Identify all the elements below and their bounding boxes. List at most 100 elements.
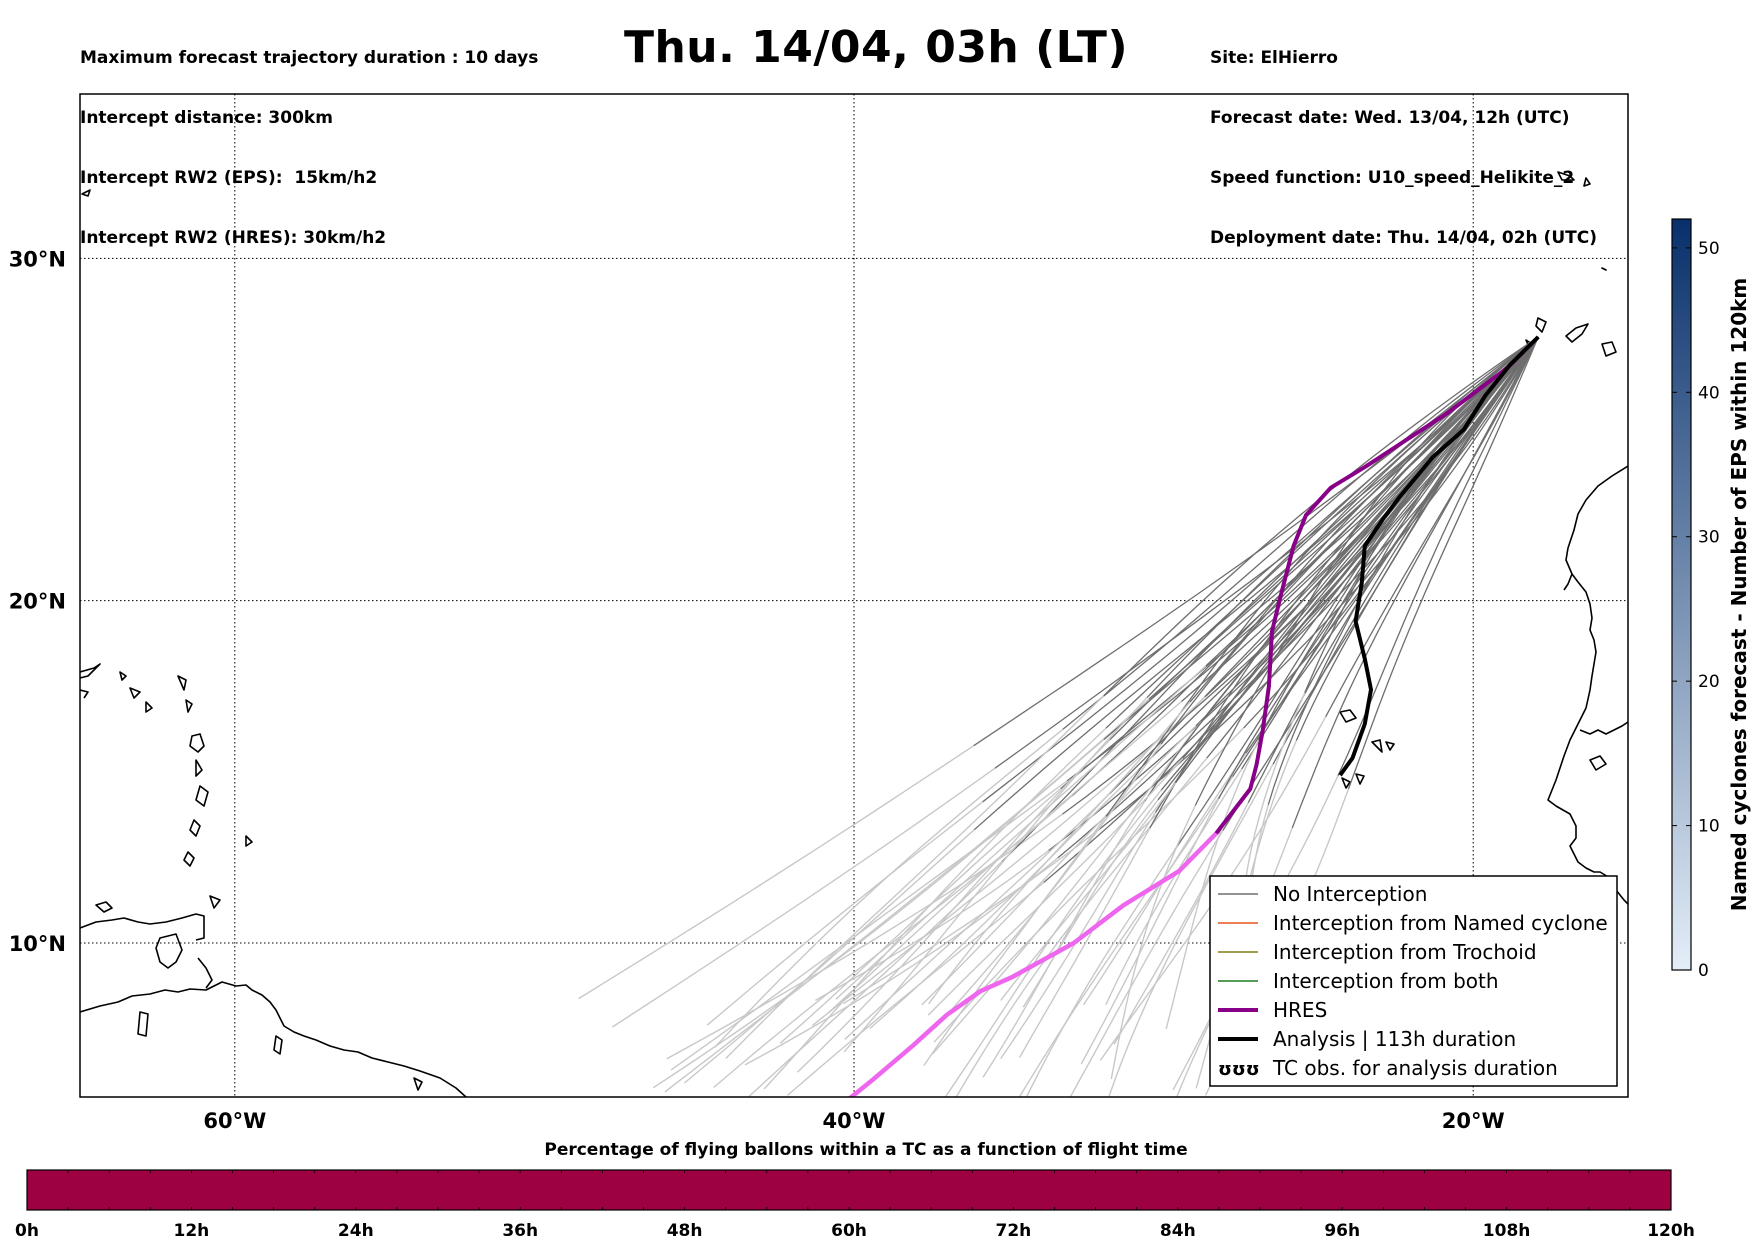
lat-tick-label: 10°N [9,932,66,956]
map-grid [80,94,1628,1097]
coastline-guyana [197,957,213,989]
eps-trajectory-near [1291,336,1539,829]
eps-trajectory-far [612,767,996,1028]
island-small [273,1035,283,1055]
eps-trajectory-far [835,665,1207,1000]
bottom-bar-tick-label: 108h [1483,1221,1531,1241]
bottom-bar-tick-label: 12h [174,1221,210,1241]
eps-trajectory-far [1018,827,1151,1058]
colorbar: 0 10 20 30 40 50 Named cyclones forecast - Num… [1671,218,1751,981]
eps-trajectory-far [927,757,1184,1016]
eps-trajectory-far [815,849,1050,1002]
eps-trajectory-far [763,727,1107,1090]
eps-trajectory-far [1069,830,1224,1097]
header-line: Site: ElHierro [1210,48,1338,68]
colorbar-tick-label: 50 [1698,239,1720,259]
page-title: Thu. 14/04, 03h (LT) [623,22,1129,73]
eps-trajectory-far [1000,812,1157,1059]
bottom-bar-tick-label: 0h [15,1221,39,1241]
bottom-time-bar: Percentage of flying ballons within a TC… [15,1140,1695,1241]
eps-trajectory-near [1095,336,1539,833]
lon-tick-label: 40°W [823,1109,886,1133]
bottom-bar-tick-label: 84h [1160,1221,1196,1241]
island-small [137,1011,149,1037]
lat-tick-label: 20°N [9,590,66,614]
eps-trajectory-far [713,728,1064,1049]
eps-trajectory-near [1295,336,1539,741]
coastline-trinidad [155,933,183,969]
coastline-cabo-verde [1339,709,1395,789]
eps-trajectory-far [934,743,1162,1029]
header-line: Intercept RW2 (EPS): 15km/h2 [80,168,378,188]
header-left: Maximum forecast trajectory duration : 1… [80,8,538,268]
eps-trajectory-far [1110,805,1196,1080]
bottom-bar-tick-label: 96h [1324,1221,1360,1241]
map-frame [79,93,1629,1098]
colorbar-tick-label: 20 [1698,672,1720,692]
eps-trajectory-far [1000,782,1177,1001]
coastline-africa [1547,465,1628,905]
eps-trajectory-near [1347,336,1539,790]
eps-trajectory-near [973,336,1539,747]
eps-trajectory-far [1113,802,1249,1045]
header-line: Maximum forecast trajectory duration : 1… [80,48,539,68]
hres-trajectory [1214,335,1540,835]
legend-label: Interception from Named cyclone [1273,911,1608,935]
eps-trajectory-far [578,745,975,1000]
eps-trajectory-far [982,800,1146,1078]
eps-trajectory-far [725,695,1105,1059]
bottom-bar-fill [26,1169,1672,1211]
eps-trajectory-far [666,813,1063,1060]
analysis-trajectory [1338,335,1540,777]
eps-trajectory-near [1267,336,1539,805]
header-line: Forecast date: Wed. 13/04, 12h (UTC) [1210,108,1570,128]
island-small [95,901,113,913]
eps-trajectory-near [1160,336,1539,745]
coastline-lesser-antilles [119,671,253,909]
coastline-puerto-rico [80,663,101,679]
coastline-madeira [1557,171,1607,271]
island-small [413,1077,423,1091]
eps-trajectory-near [1146,336,1539,699]
colorbar-tick-label: 40 [1698,383,1720,403]
header-right: Site: ElHierro Forecast date: Wed. 13/04… [1210,8,1597,268]
eps-trajectory-far [744,857,1059,1066]
eps-trajectory-far [683,829,975,1084]
eps-trajectory-far [944,789,1162,1097]
axis-tick-labels: 60°W 40°W 20°W 10°N 20°N 30°N [9,247,1505,1133]
eps-trajectory-far [1022,799,1159,1008]
eps-trajectory-far [1108,763,1274,1097]
legend-box [1209,875,1618,1087]
colorbar-label: Named cyclones forecast - Number of EPS … [1727,278,1751,912]
lat-tick-label: 30°N [9,247,66,271]
bottom-bar-tick-label: 24h [338,1221,374,1241]
eps-trajectory-far [844,793,1110,1040]
bottom-bar-tick-label: 36h [502,1221,538,1241]
bottom-bar-tick-label: 60h [831,1221,867,1241]
tc-obs-icon: ʊʊʊ [1218,1059,1260,1080]
eps-trajectory-near [1247,336,1539,803]
coastline-hispaniola-edge [80,689,89,699]
legend-label: Interception from both [1273,969,1499,993]
header-line: Deployment date: Thu. 14/04, 02h (UTC) [1210,228,1597,248]
colorbar-gradient [1671,218,1692,971]
legend-label: Interception from Trochoid [1273,940,1537,964]
bottom-bar-tick-label: 72h [996,1221,1032,1241]
eps-trajectory-far [931,720,1203,1055]
legend-label: TC obs. for analysis duration [1272,1056,1558,1080]
eps-trajectory-far [955,757,1208,1097]
coastline [80,171,1628,1097]
eps-trajectory-far [923,815,1107,1066]
eps-trajectory-far [1165,739,1260,1030]
coastline-south-america [80,981,467,1097]
eps-trajectory-far [842,831,1097,1005]
eps-trajectory-far [843,697,1148,1053]
eps-trajectory-far [933,727,1245,1043]
legend-label: No Interception [1273,882,1427,906]
eps-trajectory-far [796,739,1111,1073]
eps-trajectory-far [653,738,1105,1089]
bottom-bar-title: Percentage of flying ballons within a TC… [544,1140,1187,1160]
legend-label: Analysis | 113h duration [1273,1027,1516,1051]
coastline-canary-islands [1525,317,1617,357]
